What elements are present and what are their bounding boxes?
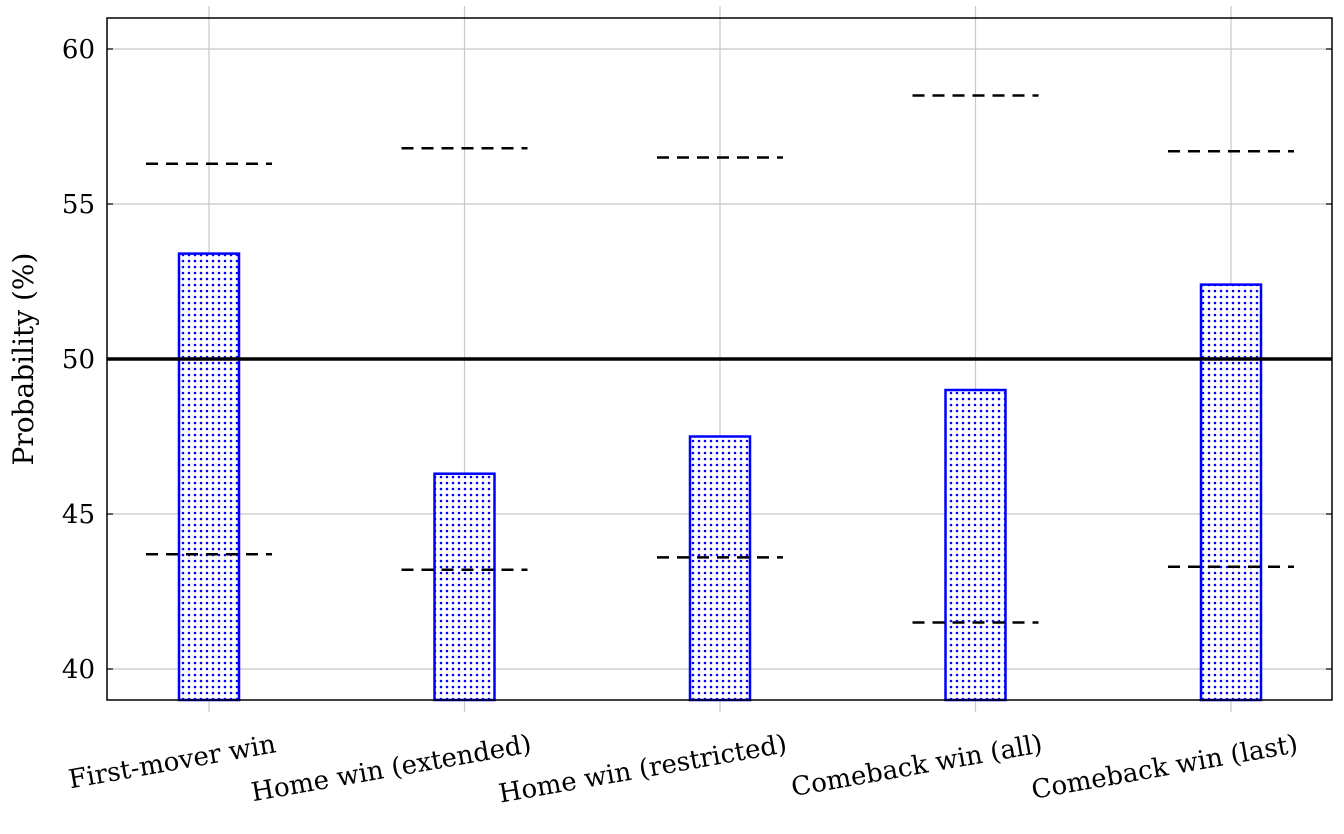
- x-category-label: Home win (restricted): [497, 729, 790, 809]
- x-category-label: Home win (extended): [249, 729, 534, 808]
- bar: [433, 472, 496, 702]
- y-tick-label: 45: [62, 500, 95, 530]
- y-axis-ticks: 40 45 50 55 60: [62, 35, 1332, 685]
- y-axis-title: Probability (%): [7, 253, 40, 466]
- x-category-label: Comeback win (last): [1029, 729, 1300, 805]
- y-tick-label: 55: [62, 190, 95, 220]
- y-tick-label: 40: [62, 655, 95, 685]
- confidence-bounds: [146, 94, 1294, 624]
- x-category-label: First-mover win: [66, 729, 278, 795]
- bar: [177, 252, 241, 702]
- bar: [944, 388, 1007, 702]
- y-tick-label: 50: [62, 345, 95, 375]
- bar: [1199, 283, 1263, 702]
- x-category-label: Comeback win (all): [789, 729, 1045, 803]
- y-tick-label: 60: [62, 35, 95, 65]
- bar: [688, 435, 752, 702]
